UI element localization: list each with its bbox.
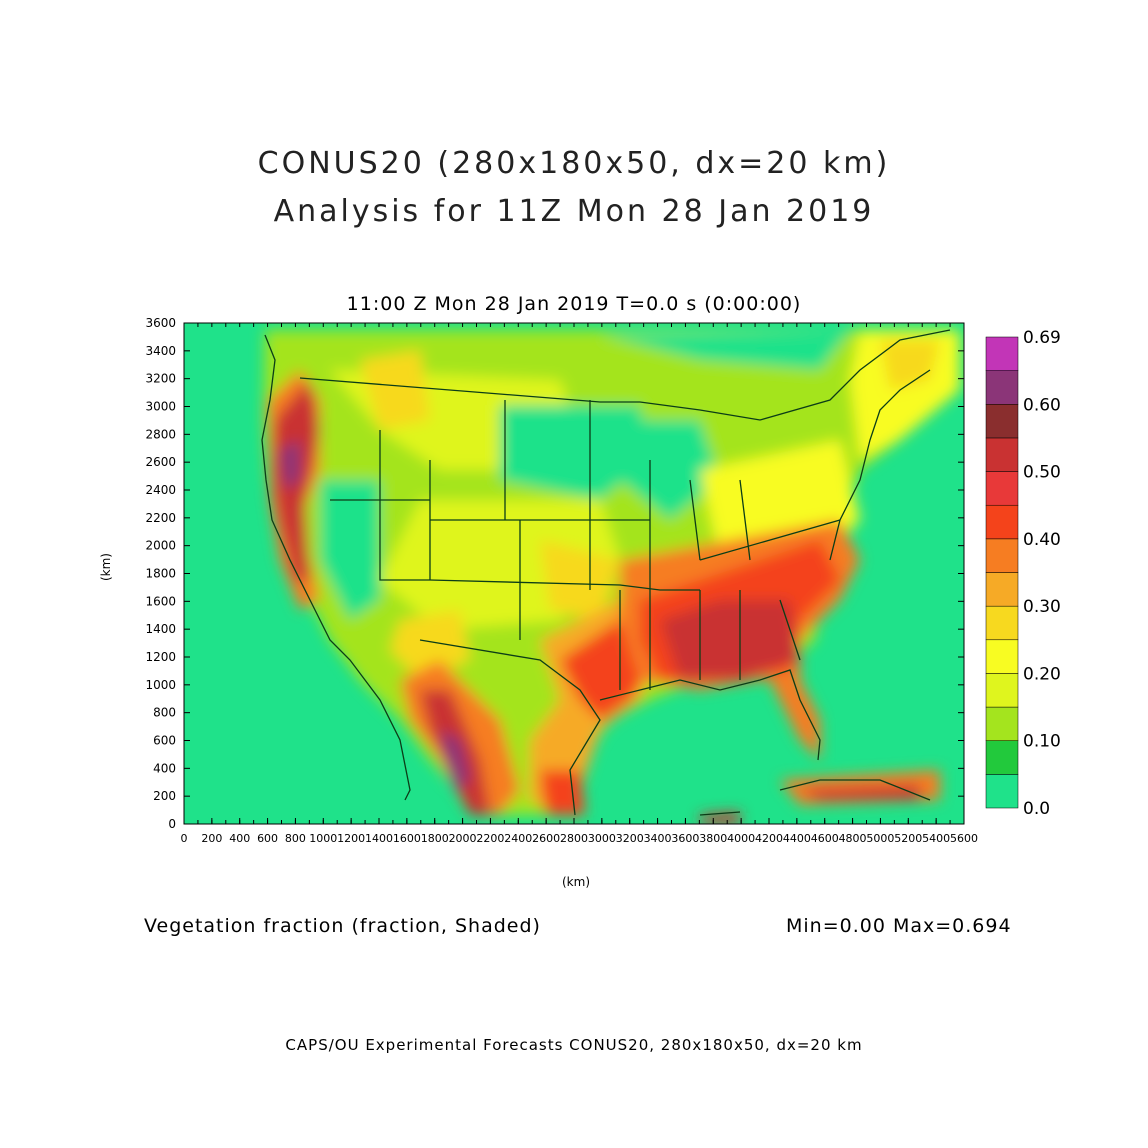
colorbar-label: 0.20: [1023, 664, 1061, 684]
y-tick-label: 1200: [145, 650, 176, 664]
y-tick-label: 3400: [145, 344, 176, 358]
x-tick-label: 2200: [476, 832, 504, 845]
x-tick-label: 200: [201, 832, 222, 845]
x-tick-label: 4600: [811, 832, 839, 845]
y-tick-label: 1000: [145, 678, 176, 692]
x-tick-label: 4200: [755, 832, 783, 845]
x-tick-label: 4400: [783, 832, 811, 845]
x-tick-label: 3200: [616, 832, 644, 845]
x-tick-label: 800: [285, 832, 306, 845]
x-tick-label: 2600: [532, 832, 560, 845]
x-tick-label: 600: [257, 832, 278, 845]
x-tick-label: 2000: [449, 832, 477, 845]
y-tick-label: 2200: [145, 511, 176, 525]
colorbar-segment: [985, 538, 1019, 573]
x-tick-label: 2400: [504, 832, 532, 845]
x-tick-label: 3800: [699, 832, 727, 845]
colorbar-segment: [985, 336, 1019, 371]
y-tick-label: 1800: [145, 567, 176, 581]
field-description: Vegetation fraction (fraction, Shaded): [144, 915, 541, 937]
colorbar: 0.0 0.10 0.20 0.30 0.40 0.50 0.60 0.69: [985, 328, 1061, 819]
land-shading: [264, 330, 960, 824]
analysis-time-title: Analysis for 11Z Mon 28 Jan 2019: [273, 194, 875, 229]
y-tick-label: 1400: [145, 622, 176, 636]
y-axis: 0 200 400 600 800 1000 1200 1400 1600 1800 2000 220…: [145, 316, 964, 831]
y-tick-label: 600: [153, 734, 176, 748]
colorbar-segment: [985, 437, 1019, 472]
x-tick-label: 5600: [950, 832, 978, 845]
y-tick-label: 3000: [145, 400, 176, 414]
x-tick-label: 4000: [727, 832, 755, 845]
colorbar-segment: [985, 706, 1019, 741]
y-tick-label: 400: [153, 761, 176, 775]
colorbar-segment: [985, 404, 1019, 439]
colorbar-label: 0.60: [1023, 395, 1061, 415]
colorbar-segment: [985, 471, 1019, 506]
x-tick-label: 3600: [671, 832, 699, 845]
colorbar-label: 0.69: [1023, 328, 1061, 348]
x-tick-label: 5400: [922, 832, 950, 845]
y-tick-label: 3600: [145, 316, 176, 330]
ocean-background: [184, 323, 964, 824]
x-tick-label: 1200: [337, 832, 365, 845]
footer-credit: CAPS/OU Experimental Forecasts CONUS20, …: [285, 1036, 863, 1054]
colorbar-segment: [985, 639, 1019, 674]
colorbar-label: 0.30: [1023, 597, 1061, 617]
y-tick-label: 2000: [145, 539, 176, 553]
political-boundaries: [261, 329, 951, 816]
plot-subtitle: 11:00 Z Mon 28 Jan 2019 T=0.0 s (0:00:00…: [346, 293, 802, 315]
colorbar-segment: [985, 572, 1019, 607]
colorbar-label: 0.10: [1023, 732, 1061, 752]
colorbar-label: 0.40: [1023, 530, 1061, 550]
x-tick-label: 3400: [644, 832, 672, 845]
x-tick-label: 2800: [560, 832, 588, 845]
colorbar-label: 0.0: [1023, 799, 1050, 819]
colorbar-segment: [985, 774, 1019, 809]
x-tick-label: 1800: [421, 832, 449, 845]
plot-frame: [183, 322, 965, 825]
x-tick-label: 4800: [839, 832, 867, 845]
y-tick-label: 0: [168, 817, 176, 831]
x-axis: 0 200 400 600 800 1000 1200 1400 1600 1800 2000 220…: [181, 323, 978, 845]
colorbar-label: 0.50: [1023, 463, 1061, 483]
y-tick-label: 2800: [145, 427, 176, 441]
y-tick-label: 200: [153, 789, 176, 803]
colorbar-segment: [985, 370, 1019, 405]
x-tick-label: 1400: [365, 832, 393, 845]
y-axis-label: (km): [99, 552, 114, 582]
colorbar-segment: [985, 740, 1019, 775]
x-tick-label: 3000: [588, 832, 616, 845]
colorbar-segment: [985, 504, 1019, 540]
x-tick-label: 0: [181, 832, 188, 845]
x-tick-label: 1600: [393, 832, 421, 845]
min-max-stats: Min=0.00 Max=0.694: [786, 915, 1012, 937]
y-tick-label: 1600: [145, 594, 176, 608]
x-tick-label: 1000: [309, 832, 337, 845]
y-tick-label: 800: [153, 706, 176, 720]
x-axis-label: (km): [562, 875, 591, 889]
colorbar-segment: [985, 673, 1019, 708]
y-tick-label: 3200: [145, 372, 176, 386]
main-title: CONUS20 (280x180x50, dx=20 km): [257, 146, 891, 181]
x-tick-label: 400: [229, 832, 250, 845]
y-tick-label: 2400: [145, 483, 176, 497]
x-tick-label: 5200: [894, 832, 922, 845]
x-tick-label: 5000: [866, 832, 894, 845]
y-tick-label: 2600: [145, 455, 176, 469]
colorbar-segment: [985, 605, 1019, 641]
